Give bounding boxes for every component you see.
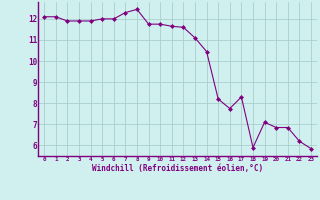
X-axis label: Windchill (Refroidissement éolien,°C): Windchill (Refroidissement éolien,°C)	[92, 164, 263, 173]
